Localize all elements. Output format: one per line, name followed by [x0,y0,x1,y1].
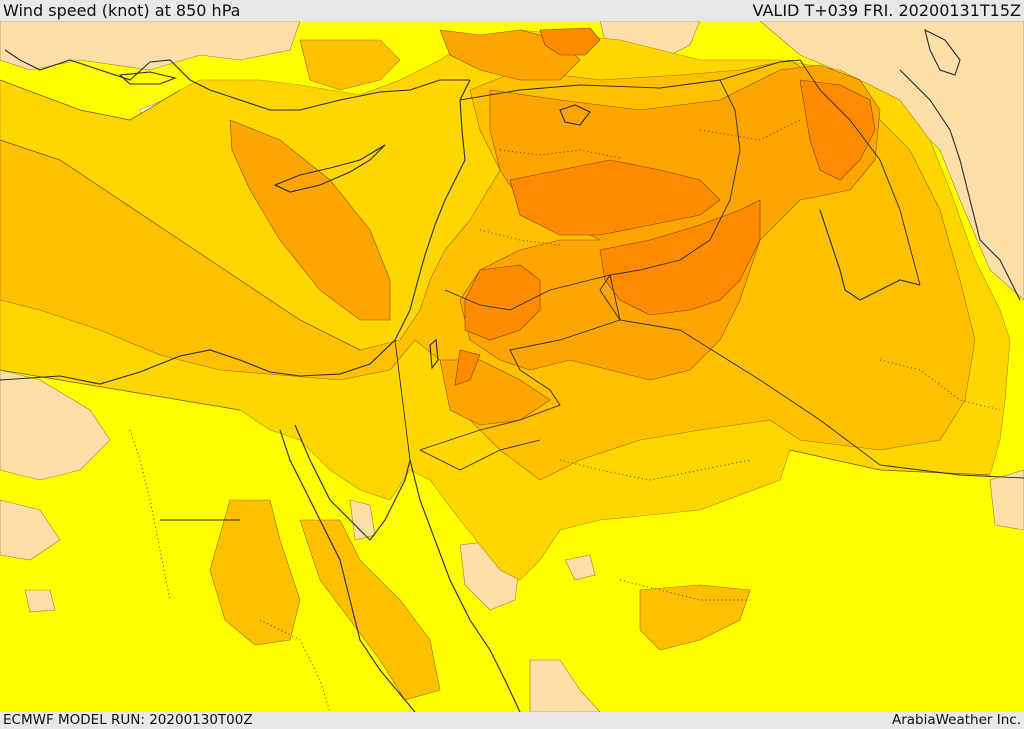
map-title: Wind speed (knot) at 850 hPa [3,1,241,20]
border-syria-iraq [609,79,741,276]
wind-band-orange-sinai [299,519,441,701]
wind-band-orange-south [639,584,751,651]
coastline-dead-sea [429,338,439,370]
calm-area-northeast [759,21,1024,301]
footer-bar: ECMWF MODEL RUN: 20200130T00Z ArabiaWeat… [0,712,1024,729]
header-bar: Wind speed (knot) at 850 hPa VALID T+039… [0,0,1024,21]
coastline-crete [118,71,177,85]
coastline-sinai-east [369,459,411,541]
border-egypt-israel [394,339,411,461]
calm-patch-4 [529,659,601,712]
border-egypt-libya [0,375,61,381]
calm-area-north [0,21,301,71]
coastline-gulf-north [899,69,1021,301]
coastline-black-sea [559,104,591,126]
calm-area-southwest [0,499,61,561]
coastline-red-sea-east [409,459,521,712]
calm-patch-5 [24,589,56,613]
border-iraq-iran [779,59,921,286]
calm-area-east [989,469,1024,531]
calm-area-west [0,369,111,481]
border-turkey-syria [459,61,781,101]
coastline-turkey-south [189,79,470,111]
wind-band-red-orange-gulf [799,79,876,181]
coastline-cyprus [273,144,386,193]
calm-patch-3 [349,499,376,541]
credit: ArabiaWeather Inc. [891,712,1021,728]
wind-band-red-orange-iraq [599,199,761,316]
border-saudi-north [419,439,541,471]
wind-band-red-orange-north [539,27,601,56]
coastline-levant [409,79,471,311]
wind-band-red-orange-syria [509,159,721,236]
wind-band-red-orange-jordan [464,264,541,341]
coastline-aegean [4,49,191,81]
wind-band-red-orange-levant [454,349,481,386]
coastline-egypt-north [59,309,411,385]
country-borders [0,59,1024,521]
wind-band-dark-orange-east [459,64,881,381]
coastlines [4,28,1021,712]
calm-patch-2 [564,554,596,581]
coastline-persian-gulf [819,209,921,301]
wind-band-orange-red-sea [209,499,301,646]
isotach-lines [0,79,991,476]
coastline-gulf-suez-west [279,429,416,712]
wind-band-orange-north [299,39,401,91]
wind-speed-map [0,21,1024,712]
border-jordan [419,274,621,451]
border-iraq-saudi [599,274,1024,479]
model-run: ECMWF MODEL RUN: 20200130T00Z [3,712,253,728]
valid-time: VALID T+039 FRI. 20200131T15Z [752,1,1021,20]
admin-borders [129,119,1001,712]
coastline-caspian [924,28,961,76]
wind-band-dark-orange-northwest [229,119,391,321]
coastline-sinai-west [294,424,371,541]
